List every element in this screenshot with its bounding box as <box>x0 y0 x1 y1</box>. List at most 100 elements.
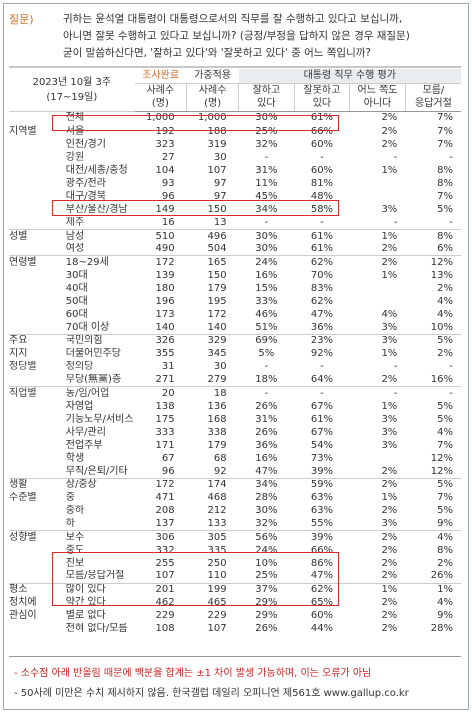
table-row: 60대 173 172 46% 47% 4% 4% <box>9 308 461 321</box>
sample-size-cell: 31 <box>161 361 175 373</box>
bad-cell: - <box>320 216 324 228</box>
neither-cell: 2% <box>349 530 406 544</box>
dont-know-cell: 16% <box>430 374 453 386</box>
sample-size-cell: 471 <box>155 492 175 504</box>
table-row: 광주/전라 93 97 11% 81% 8% <box>9 177 461 190</box>
neither-cell: 2% <box>349 255 406 270</box>
category-cell: 하 <box>65 518 75 530</box>
weighted-size-cell: 465 <box>207 596 227 608</box>
bad-cell: 62% <box>294 582 350 597</box>
sample-size-cell: 306 <box>134 530 187 544</box>
header-line: 어느 쪽도 <box>357 84 398 96</box>
bad-cell: 48% <box>310 191 334 203</box>
sample-size-cell: 27 <box>161 151 175 163</box>
neither-cell: 1% <box>381 492 398 504</box>
group-cell: 수준별 <box>9 492 37 504</box>
neither-cell <box>350 190 406 203</box>
bad-cell: 47% <box>310 308 334 320</box>
weighted-size-cell: 174 <box>186 478 239 492</box>
good-cell: 30% <box>238 229 295 243</box>
dont-know-cell: 7% <box>437 125 453 137</box>
neither-cell: 2% <box>381 557 398 569</box>
table-row: 연령별 18~29세 172 165 24% 62% 2% 12% <box>9 255 461 270</box>
good-cell: 47% <box>255 465 278 477</box>
neither-cell: 2% <box>381 138 398 150</box>
weighted-size-cell: 329 <box>186 333 239 348</box>
good-cell: 26% <box>255 623 278 635</box>
dont-know-cell: 5% <box>405 333 461 348</box>
category-cell: 더불어민주당 <box>65 348 121 360</box>
neither-cell: 1% <box>381 348 398 360</box>
good-cell: 30% <box>255 243 278 255</box>
sample-size-cell: 138 <box>155 400 175 412</box>
neither-cell: - <box>349 386 406 400</box>
table-row: 지지 더불어민주당 355 345 5% 92% 1% 2% <box>9 348 461 361</box>
table-row: 중하 208 212 30% 63% 2% 5% <box>9 505 461 518</box>
dont-know-cell: 8% <box>437 177 453 189</box>
bad-cell: 61% <box>310 413 334 425</box>
weighted-size-cell: 97 <box>213 177 227 189</box>
category-cell: 서울 <box>65 125 85 137</box>
table-row: 사무/관리 333 338 26% 67% 3% 4% <box>9 426 461 439</box>
weighted-size-cell: 338 <box>207 426 227 438</box>
header-line: 잘못하고 <box>303 84 341 96</box>
weighted-size-cell: 179 <box>207 439 227 451</box>
group-cell <box>9 321 60 334</box>
category-cell: 전체 <box>65 112 85 124</box>
good-cell: 31% <box>255 413 278 425</box>
category-cell: 부산/울산/경남 <box>65 204 128 216</box>
header-line: 잘하고 <box>252 84 281 96</box>
neither-cell: 2% <box>381 544 398 556</box>
survey-table: 2023년 10월 3주 (17~19일) 조사완료 가중적용 대통령 직무 수… <box>9 69 461 636</box>
sample-size-cell: 16 <box>161 216 175 228</box>
sample-size-cell: 175 <box>155 413 175 425</box>
neither-cell: - <box>393 216 398 228</box>
bad-cell: 39% <box>294 530 350 544</box>
sample-size-cell: 196 <box>155 295 175 307</box>
header-line: 사례수 <box>198 84 227 96</box>
period-header: 2023년 10월 3주 (17~19일) <box>9 69 135 112</box>
good-cell: 26% <box>255 426 278 438</box>
group-cell <box>9 413 60 426</box>
dont-know-cell: 8% <box>437 164 453 176</box>
bad-cell: 59% <box>294 478 350 492</box>
good-cell: 15% <box>255 282 278 294</box>
good-cell: 29% <box>255 610 278 622</box>
good-cell: 37% <box>238 582 295 597</box>
good-cell: 25% <box>255 125 278 137</box>
category-cell: 진보 <box>65 557 85 569</box>
table-body: 전체 1,000 1,000 30% 61% 2% 7% 지역별 서울 192 188 25% 66% 2… <box>9 111 461 636</box>
bad-cell: 23% <box>294 333 350 348</box>
group-cell <box>9 138 60 151</box>
weighted-size-cell: 165 <box>186 255 239 270</box>
good-cell: 26% <box>255 400 278 412</box>
neither-cell: 3% <box>381 426 398 438</box>
weighted-size-cell: 107 <box>207 623 227 635</box>
neither-cell: 1% <box>381 164 398 176</box>
sample-size-cell: 490 <box>155 243 175 255</box>
group-cell: 주요 <box>9 333 60 348</box>
dont-know-cell: 7% <box>437 191 453 203</box>
weighted-size-cell: 229 <box>207 610 227 622</box>
good-cell: - <box>264 151 269 163</box>
highlight-ideology-block <box>52 552 339 606</box>
dont-know-cell: - <box>449 361 453 373</box>
sample-size-cell: 149 <box>155 204 175 216</box>
group-cell <box>9 269 60 282</box>
category-cell: 전업주부 <box>65 439 103 451</box>
sample-size-cell: 107 <box>155 570 175 582</box>
weighted-size-cell: 150 <box>207 204 227 216</box>
sample-size-cell: 271 <box>155 374 175 386</box>
sample-size-cell: 333 <box>155 426 175 438</box>
weighted-size-cell: 168 <box>207 413 227 425</box>
weighted-size-cell: 136 <box>207 400 227 412</box>
category-cell: 여성 <box>65 243 85 255</box>
table-row: 평소 많이 있다 201 199 37% 62% 1% 1% <box>9 582 461 597</box>
category-cell: 60대 <box>65 308 88 320</box>
good-cell: 36% <box>255 439 278 451</box>
table-row: 정치에 약간 있다 462 465 29% 65% 2% 4% <box>9 596 461 609</box>
bad-cell: 83% <box>310 282 334 294</box>
good-cell: 10% <box>255 557 278 569</box>
bad-cell: 62% <box>310 295 334 307</box>
group-cell <box>9 164 60 177</box>
